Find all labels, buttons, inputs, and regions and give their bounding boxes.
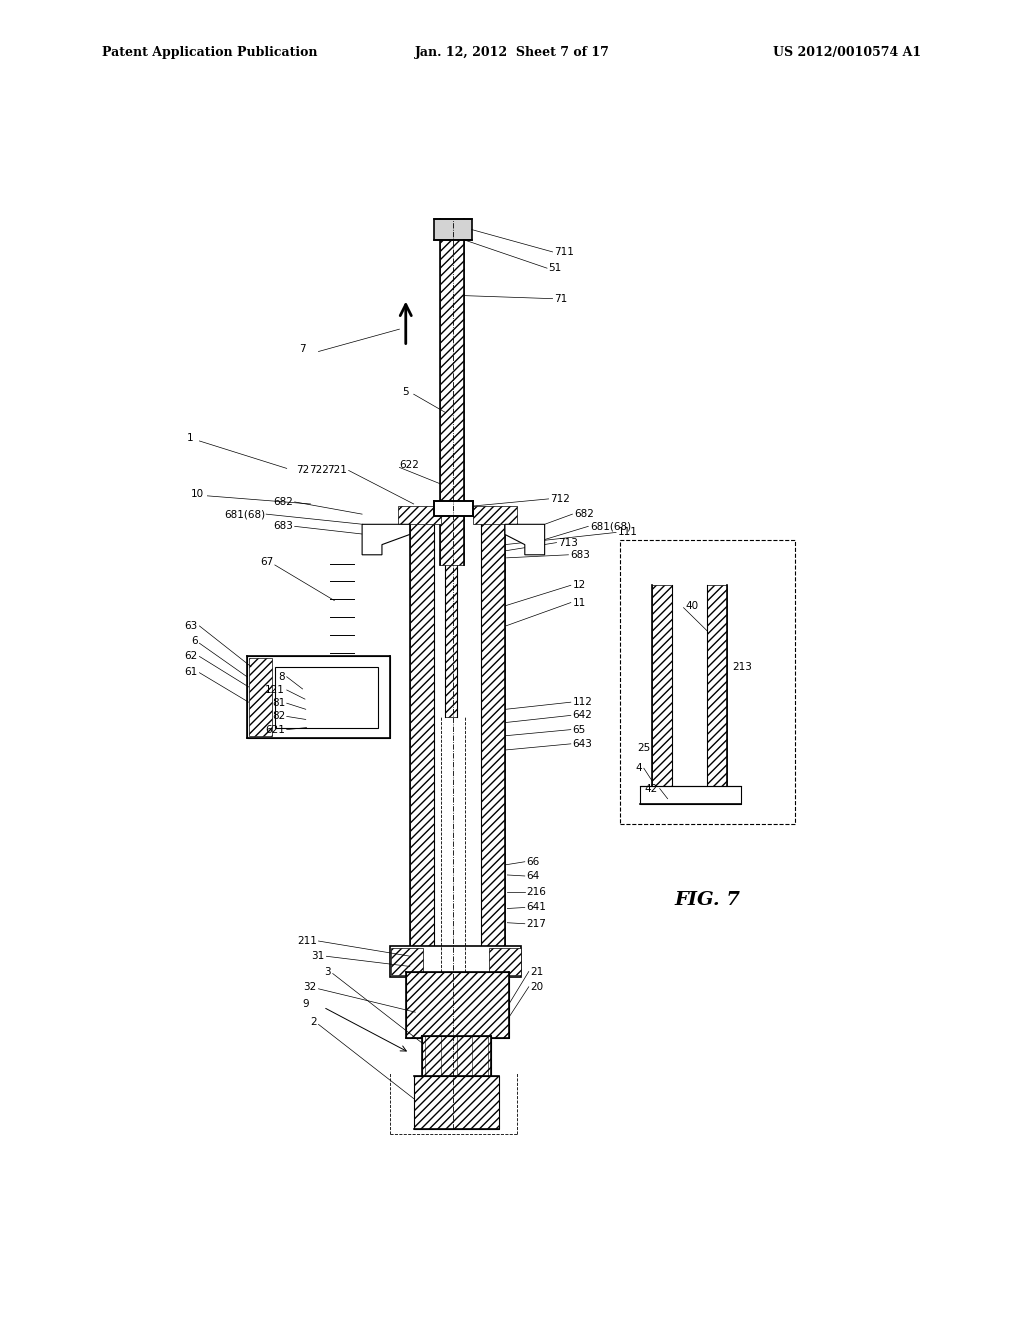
Text: 31: 31 <box>311 952 325 961</box>
Text: FIG. 7: FIG. 7 <box>675 891 740 909</box>
Text: 3: 3 <box>325 966 331 977</box>
Bar <box>433 219 472 240</box>
Text: 621: 621 <box>265 725 285 735</box>
Bar <box>391 948 423 974</box>
Text: 71: 71 <box>554 293 567 304</box>
Text: 1: 1 <box>186 433 194 444</box>
Text: 10: 10 <box>191 488 205 499</box>
Text: 641: 641 <box>526 903 546 912</box>
Text: 6: 6 <box>191 636 198 647</box>
Text: 65: 65 <box>572 725 586 735</box>
Text: 32: 32 <box>304 982 316 991</box>
Text: 9: 9 <box>302 999 309 1008</box>
Text: 81: 81 <box>272 698 285 709</box>
Bar <box>274 667 378 727</box>
Text: 622: 622 <box>399 461 419 470</box>
Text: 121: 121 <box>265 685 285 694</box>
Text: Jan. 12, 2012  Sheet 7 of 17: Jan. 12, 2012 Sheet 7 of 17 <box>415 46 609 59</box>
Bar <box>247 656 390 738</box>
Bar <box>390 946 521 977</box>
Text: 40: 40 <box>685 601 698 611</box>
Text: Patent Application Publication: Patent Application Publication <box>102 46 317 59</box>
Bar <box>410 510 433 956</box>
Text: 8: 8 <box>279 672 285 681</box>
Text: 67: 67 <box>260 557 273 566</box>
Text: 66: 66 <box>526 857 540 867</box>
Text: 82: 82 <box>272 711 285 722</box>
Text: 2: 2 <box>310 1018 316 1027</box>
Bar <box>473 506 517 524</box>
Text: 642: 642 <box>572 710 592 721</box>
Text: 683: 683 <box>570 550 590 560</box>
Text: 682: 682 <box>574 510 594 519</box>
Text: 25: 25 <box>637 743 650 752</box>
Text: 217: 217 <box>526 919 546 929</box>
Text: 643: 643 <box>572 739 592 748</box>
Text: 42: 42 <box>645 784 658 793</box>
Text: 5: 5 <box>402 387 409 397</box>
Text: 111: 111 <box>617 528 638 537</box>
Text: 64: 64 <box>526 871 540 880</box>
Bar <box>640 785 741 804</box>
Text: 62: 62 <box>184 652 198 661</box>
Text: 722: 722 <box>309 466 329 475</box>
Text: 213: 213 <box>733 661 753 672</box>
Text: 211: 211 <box>297 936 316 946</box>
Text: 681(68): 681(68) <box>590 521 631 532</box>
Text: 61: 61 <box>184 667 198 677</box>
Text: 112: 112 <box>572 697 592 708</box>
Bar <box>414 1076 500 1129</box>
Text: 12: 12 <box>572 581 586 590</box>
Text: 711: 711 <box>554 247 574 257</box>
Polygon shape <box>505 524 545 554</box>
Text: 72: 72 <box>296 466 309 475</box>
Bar <box>440 219 464 565</box>
Bar <box>397 506 441 524</box>
Bar <box>489 948 521 974</box>
Bar <box>249 659 272 735</box>
Bar <box>433 500 473 516</box>
Text: 11: 11 <box>572 598 586 607</box>
Text: 682: 682 <box>273 496 293 507</box>
Text: 681(68): 681(68) <box>224 510 265 519</box>
Bar <box>406 972 509 1038</box>
Text: 4: 4 <box>636 763 642 774</box>
Bar <box>708 585 727 788</box>
Text: 63: 63 <box>184 620 198 631</box>
Text: 21: 21 <box>530 966 544 977</box>
Bar <box>445 219 458 718</box>
Bar <box>652 585 672 788</box>
Text: 51: 51 <box>549 263 562 273</box>
Bar <box>620 540 795 824</box>
Text: US 2012/0010574 A1: US 2012/0010574 A1 <box>773 46 922 59</box>
Text: 721: 721 <box>327 466 347 475</box>
Text: 20: 20 <box>530 982 544 991</box>
Bar <box>422 1036 492 1078</box>
Text: 216: 216 <box>526 887 546 898</box>
Polygon shape <box>362 524 410 554</box>
Text: 712: 712 <box>550 494 570 504</box>
Text: 683: 683 <box>273 521 293 532</box>
Bar <box>481 510 505 956</box>
Text: 7: 7 <box>299 345 306 355</box>
Text: 713: 713 <box>558 537 578 548</box>
